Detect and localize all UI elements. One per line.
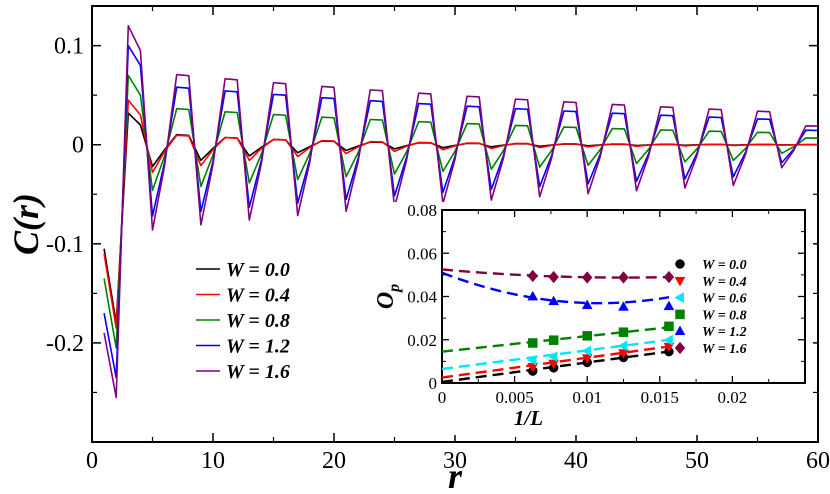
main-x-axis-title: r: [448, 456, 463, 494]
main-legend-label-0: W = 0.0: [226, 259, 290, 281]
main-y-tick-label: 0: [72, 133, 84, 159]
main-legend-label-3: W = 1.2: [226, 336, 290, 358]
inset-legend-label-1: W = 0.4: [702, 275, 747, 290]
inset-legend-marker-0: [675, 259, 685, 269]
inset-point-2-0: [527, 354, 537, 366]
main-x-tick-label: 60: [806, 448, 830, 474]
inset-point-5-4: [663, 270, 675, 284]
inset-point-1-1: [548, 359, 560, 370]
main-x-tick-label: 20: [322, 448, 346, 474]
main-series-line-4: [103, 25, 819, 399]
inset-point-2-2: [581, 345, 592, 357]
inset-fit-line-2: [441, 338, 670, 371]
inset-point-2-1: [547, 351, 558, 362]
inset-point-3-0: [528, 338, 538, 348]
main-y-tick-label: -0.2: [46, 331, 84, 357]
inset-point-2-4: [663, 334, 673, 346]
main-series-lines: [103, 25, 819, 399]
inset-x-tick-label: 0.02: [718, 388, 748, 407]
inset-fit-line-3: [441, 326, 670, 353]
inset-legend-label-0: W = 0.0: [702, 258, 747, 273]
inset-x-tick-label: 0.005: [495, 388, 533, 407]
inset-point-4-0: [527, 290, 539, 301]
inset-background: [384, 202, 813, 435]
inset-x-tick-label: 0.015: [641, 388, 679, 407]
main-axes: 0 10 20 30 40 50 60 -0.2 -0.1 0 0.1 r C(r): [6, 5, 830, 494]
inset-x-axis-title: 1/L: [514, 406, 543, 430]
inset-point-3-2: [582, 331, 592, 341]
inset-point-4-4: [663, 300, 675, 311]
inset-legend-marker-1: [674, 276, 686, 287]
inset-y-tick-label: 0.02: [407, 331, 437, 350]
inset-point-3-4: [664, 321, 674, 332]
inset-point-5-2: [581, 271, 593, 284]
inset-point-5-3: [618, 271, 629, 284]
inset-chart: 0 0.005 0.01 0.015 0.02 0 0.02 0.04 0.06 0.08 1/L O…: [373, 201, 813, 435]
main-legend-label-2: W = 0.8: [226, 310, 290, 332]
inset-y-axis-title-main: O: [373, 292, 399, 309]
inset-legend-label-3: W = 0.8: [702, 308, 747, 323]
main-x-tick-label: 10: [201, 448, 225, 474]
inset-legend-label-5: W = 1.6: [702, 342, 747, 357]
inset-x-tick-label: 0.01: [572, 388, 602, 407]
main-x-tick-label: 40: [564, 448, 588, 474]
inset-point-2-3: [617, 340, 628, 352]
inset-fit-line-4: [441, 271, 670, 305]
inset-fit-line-0: [441, 350, 670, 384]
main-y-tick-label: 0.1: [54, 34, 84, 60]
inset-point-1-3: [618, 349, 629, 359]
inset-point-4-3: [618, 301, 629, 311]
main-x-tick-label: 30: [443, 448, 467, 474]
inset-point-3-3: [618, 327, 629, 337]
inset-legend-label-2: W = 0.6: [702, 292, 747, 307]
inset-y-tick-label: 0.06: [407, 244, 437, 263]
inset-legend-marker-3: [675, 309, 685, 320]
main-legend: W = 0.0 W = 0.4 W = 0.8 W = 1.2 W = 1.6: [196, 259, 290, 383]
inset-point-4-1: [548, 295, 560, 306]
main-y-tick-label: -0.1: [46, 232, 84, 258]
main-legend-label-1: W = 0.4: [226, 285, 290, 307]
inset-fit-line-5: [441, 268, 669, 279]
inset-legend-label-4: W = 1.2: [702, 325, 747, 340]
main-x-tick-label: 50: [685, 448, 709, 474]
inset-point-3-1: [548, 335, 559, 345]
main-legend-label-4: W = 1.6: [226, 361, 290, 383]
inset-x-tick-label: 0: [438, 388, 447, 407]
inset-point-5-0: [527, 269, 539, 283]
main-x-tick-label: 0: [86, 448, 98, 474]
inset-y-tick-label: 0.04: [407, 288, 437, 307]
inset-y-axis-title-sub: p: [386, 284, 403, 294]
inset-point-4-2: [581, 299, 593, 309]
main-y-axis-title: C(r): [6, 193, 46, 255]
inset-legend-marker-5: [674, 341, 686, 355]
inset-legend-marker-4: [674, 325, 686, 336]
inset-y-tick-label: 0.08: [407, 201, 437, 220]
inset-point-5-1: [548, 270, 559, 284]
inset-legend-marker-2: [674, 292, 684, 303]
inset-y-tick-label: 0: [429, 374, 438, 393]
inset-y-axis-title: Op: [373, 284, 403, 309]
inset-fit-line-1: [441, 345, 670, 379]
inset-point-1-2: [581, 354, 593, 364]
